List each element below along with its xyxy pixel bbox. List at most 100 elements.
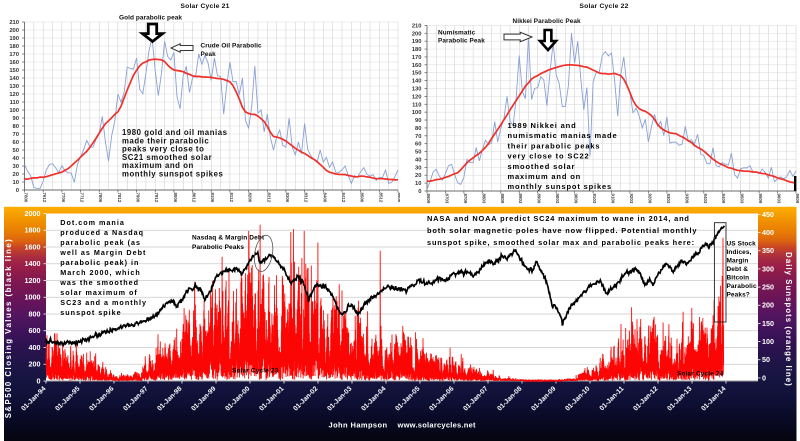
svg-text:Solar Cycle 21: Solar Cycle 21 [180, 3, 229, 10]
svg-text:150: 150 [9, 68, 19, 74]
svg-text:8803: 8803 [481, 194, 486, 204]
svg-text:130: 130 [412, 87, 422, 93]
svg-text:30: 30 [415, 165, 421, 171]
svg-text:200: 200 [412, 31, 422, 37]
svg-text:9503: 9503 [740, 194, 745, 204]
svg-text:8012: 8012 [192, 193, 197, 203]
svg-text:8406: 8406 [322, 193, 327, 203]
svg-text:1800: 1800 [25, 226, 41, 235]
svg-text:9403: 9403 [703, 194, 708, 204]
svg-text:10: 10 [415, 181, 421, 187]
svg-text:90: 90 [415, 118, 421, 124]
svg-text:200: 200 [29, 360, 41, 369]
svg-text:very close to SC22: very close to SC22 [508, 152, 590, 161]
svg-text:S&P500 Closing Values (black l: S&P500 Closing Values (black line) [4, 238, 13, 419]
svg-text:0: 0 [16, 188, 19, 194]
svg-text:8903: 8903 [518, 194, 523, 204]
svg-text:9609: 9609 [795, 194, 800, 204]
svg-text:1000: 1000 [25, 293, 41, 302]
svg-text:7706: 7706 [61, 193, 66, 203]
svg-text:Solar Cycle 22: Solar Cycle 22 [579, 3, 628, 10]
svg-text:8306: 8306 [285, 193, 290, 203]
svg-text:1600: 1600 [25, 242, 41, 251]
svg-text:sunspot spike, smoothed solar: sunspot spike, smoothed solar max and pa… [427, 238, 695, 247]
svg-text:7612: 7612 [42, 193, 47, 203]
svg-text:170: 170 [412, 55, 422, 61]
svg-text:8606: 8606 [397, 193, 400, 203]
svg-text:SC21 smoothed solar: SC21 smoothed solar [122, 153, 212, 162]
svg-text:Parabolic Peak: Parabolic Peak [438, 37, 485, 44]
svg-text:60: 60 [13, 140, 19, 146]
svg-text:9109: 9109 [611, 194, 616, 204]
svg-text:9603: 9603 [777, 194, 782, 204]
svg-text:0: 0 [418, 189, 421, 195]
svg-text:www.solarcycles.net: www.solarcycles.net [397, 421, 477, 430]
svg-text:8709: 8709 [463, 194, 468, 204]
svg-text:80: 80 [415, 126, 421, 132]
svg-text:Debt &: Debt & [727, 266, 749, 273]
svg-text:90: 90 [13, 116, 19, 122]
svg-text:Bitcoin: Bitcoin [727, 274, 750, 281]
svg-text:8506: 8506 [360, 193, 365, 203]
svg-text:150: 150 [412, 71, 422, 77]
svg-text:solar maximum of: solar maximum of [60, 288, 138, 297]
svg-text:John Hampson: John Hampson [329, 421, 388, 430]
svg-text:9309: 9309 [684, 194, 689, 204]
svg-text:190: 190 [412, 39, 422, 45]
svg-text:8206: 8206 [248, 193, 253, 203]
svg-text:March 2000, which: March 2000, which [60, 268, 141, 277]
svg-text:50: 50 [415, 150, 421, 156]
svg-text:8006: 8006 [173, 193, 178, 203]
svg-text:7806: 7806 [98, 193, 103, 203]
svg-text:30: 30 [13, 164, 19, 170]
svg-text:9203: 9203 [629, 194, 634, 204]
svg-text:20: 20 [13, 172, 19, 178]
svg-text:parabolic peak (as: parabolic peak (as [60, 238, 141, 247]
svg-text:120: 120 [9, 92, 19, 98]
svg-text:8212: 8212 [266, 193, 271, 203]
svg-text:their parabolic peaks: their parabolic peaks [508, 141, 601, 150]
svg-text:was the smoothed: was the smoothed [59, 278, 139, 287]
svg-text:smoothed solar: smoothed solar [508, 162, 576, 171]
svg-text:250: 250 [762, 283, 774, 292]
svg-text:Indices,: Indices, [727, 249, 752, 256]
svg-text:110: 110 [10, 100, 19, 106]
svg-text:50: 50 [762, 355, 770, 364]
svg-text:8106: 8106 [210, 193, 215, 203]
svg-text:9209: 9209 [647, 194, 652, 204]
svg-text:Nikkei Parabolic Peak: Nikkei Parabolic Peak [513, 18, 582, 25]
svg-text:Gold parabolic peak: Gold parabolic peak [119, 15, 182, 22]
svg-text:Peak: Peak [201, 51, 217, 58]
svg-text:400: 400 [762, 228, 774, 237]
svg-text:70: 70 [415, 134, 421, 140]
svg-text:Daily Sunspots (orange line): Daily Sunspots (orange line) [784, 252, 793, 387]
svg-text:7712: 7712 [80, 193, 85, 203]
svg-text:both solar magnetic poles have: both solar magnetic poles have now flipp… [427, 226, 697, 235]
svg-text:210: 210 [9, 20, 19, 26]
svg-text:100: 100 [412, 110, 422, 116]
svg-text:sunspot spike: sunspot spike [60, 308, 121, 317]
svg-text:180: 180 [412, 47, 422, 53]
svg-text:2000: 2000 [25, 209, 41, 218]
svg-text:Crude Oil Parabolic: Crude Oil Parabolic [201, 43, 263, 50]
svg-text:7812: 7812 [117, 193, 122, 203]
svg-text:Margin: Margin [727, 257, 749, 264]
svg-text:9009: 9009 [574, 194, 579, 204]
svg-text:SC23 and a monthly: SC23 and a monthly [60, 298, 147, 307]
svg-text:10: 10 [13, 180, 19, 186]
svg-text:monthly sunspot spikes: monthly sunspot spikes [508, 182, 613, 191]
svg-text:8609: 8609 [426, 194, 431, 204]
svg-text:maximum and on: maximum and on [508, 172, 582, 181]
svg-text:200: 200 [762, 301, 774, 310]
svg-text:7906: 7906 [136, 193, 141, 203]
svg-text:140: 140 [9, 76, 19, 82]
svg-text:numismatic manias made: numismatic manias made [508, 131, 618, 140]
svg-text:450: 450 [762, 210, 774, 219]
svg-text:0: 0 [37, 376, 41, 385]
svg-text:1980 gold and oil manias: 1980 gold and oil manias [122, 128, 228, 137]
svg-text:80: 80 [13, 124, 19, 130]
svg-text:8412: 8412 [341, 193, 346, 203]
svg-text:160: 160 [9, 60, 19, 66]
svg-text:140: 140 [412, 79, 422, 85]
svg-text:parabolic peak) in: parabolic peak) in [60, 258, 139, 267]
